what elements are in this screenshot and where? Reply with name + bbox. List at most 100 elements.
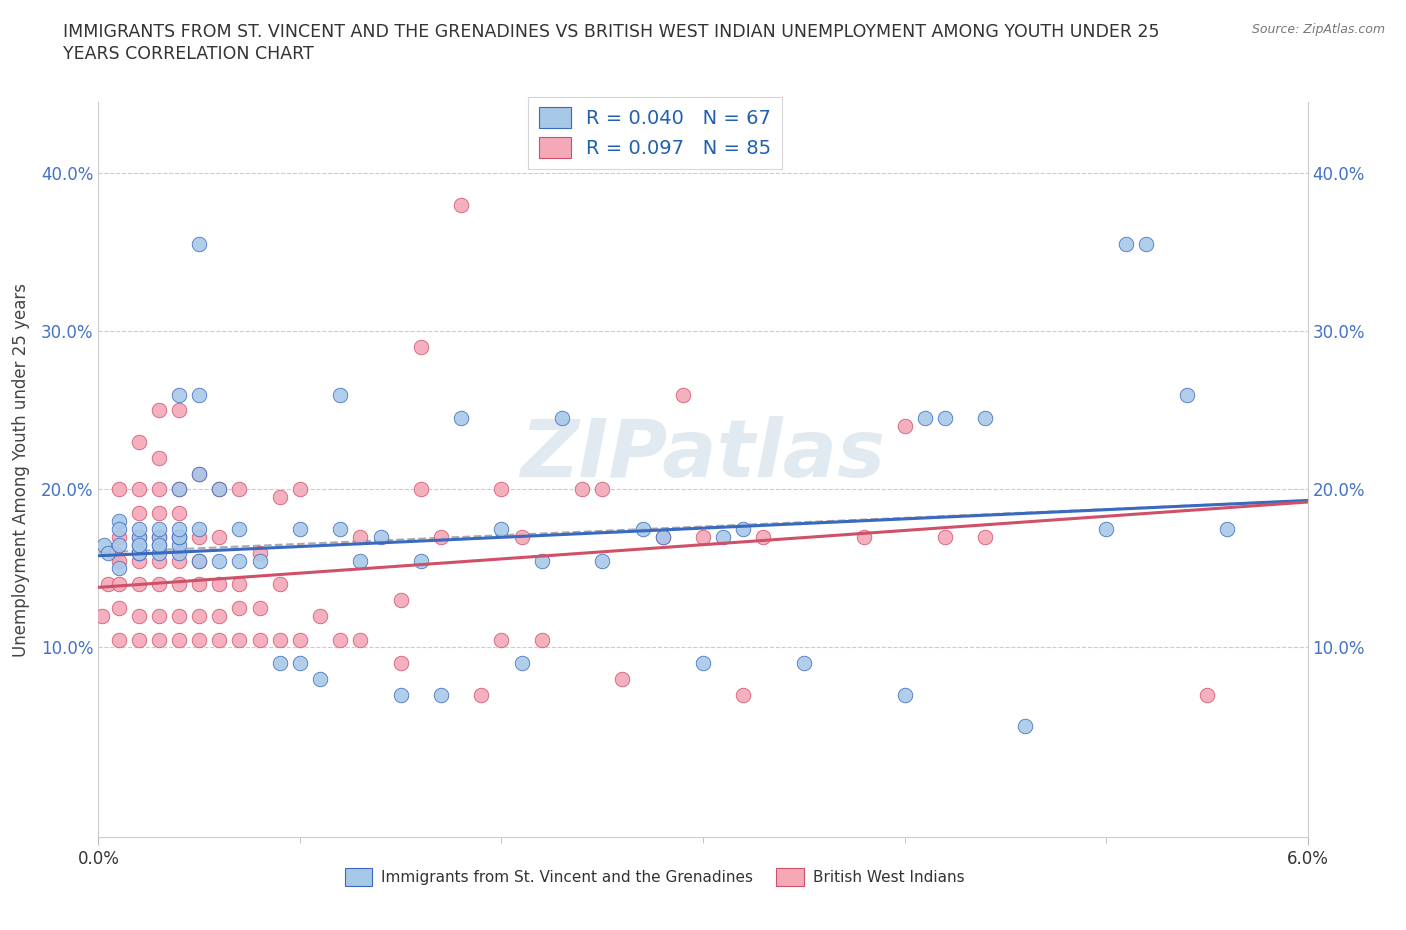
Point bbox=[249, 601, 271, 616]
Point bbox=[530, 553, 553, 568]
Point bbox=[934, 529, 956, 544]
Point bbox=[530, 632, 553, 647]
Point bbox=[167, 506, 190, 521]
Point bbox=[288, 632, 311, 647]
Point bbox=[167, 482, 190, 497]
Point bbox=[208, 608, 231, 623]
Point bbox=[309, 608, 332, 623]
Point bbox=[409, 339, 432, 354]
Point bbox=[148, 506, 170, 521]
Point bbox=[208, 577, 231, 591]
Point bbox=[551, 411, 574, 426]
Point bbox=[228, 632, 250, 647]
Text: Source: ZipAtlas.com: Source: ZipAtlas.com bbox=[1251, 23, 1385, 36]
Point bbox=[1216, 522, 1239, 537]
Point bbox=[974, 529, 997, 544]
Point bbox=[188, 608, 211, 623]
Point bbox=[148, 632, 170, 647]
Point bbox=[107, 632, 129, 647]
Point bbox=[188, 529, 211, 544]
Point bbox=[349, 553, 371, 568]
Point bbox=[288, 482, 311, 497]
Point bbox=[370, 529, 392, 544]
Point bbox=[188, 553, 211, 568]
Text: ZIPatlas: ZIPatlas bbox=[520, 416, 886, 494]
Point bbox=[470, 687, 492, 702]
Point bbox=[672, 387, 695, 402]
Point bbox=[893, 418, 915, 433]
Point bbox=[389, 687, 412, 702]
Point bbox=[1095, 522, 1118, 537]
Point bbox=[651, 529, 673, 544]
Point bbox=[450, 197, 472, 212]
Point bbox=[793, 656, 815, 671]
Point bbox=[228, 601, 250, 616]
Point bbox=[128, 529, 150, 544]
Point bbox=[409, 553, 432, 568]
Point bbox=[733, 687, 755, 702]
Point bbox=[167, 403, 190, 418]
Point bbox=[167, 522, 190, 537]
Point bbox=[128, 608, 150, 623]
Point bbox=[188, 553, 211, 568]
Point bbox=[107, 529, 129, 544]
Point bbox=[1014, 719, 1036, 734]
Point bbox=[491, 632, 513, 647]
Point bbox=[249, 632, 271, 647]
Point bbox=[1175, 387, 1198, 402]
Point bbox=[491, 522, 513, 537]
Point bbox=[91, 608, 114, 623]
Point bbox=[188, 522, 211, 537]
Point bbox=[591, 553, 613, 568]
Point bbox=[1115, 237, 1137, 252]
Point bbox=[571, 482, 593, 497]
Point bbox=[288, 656, 311, 671]
Point bbox=[329, 522, 352, 537]
Point bbox=[249, 545, 271, 560]
Point bbox=[208, 632, 231, 647]
Point bbox=[450, 411, 472, 426]
Point bbox=[148, 529, 170, 544]
Point bbox=[107, 577, 129, 591]
Point bbox=[148, 403, 170, 418]
Point bbox=[128, 538, 150, 552]
Point bbox=[128, 506, 150, 521]
Point bbox=[128, 482, 150, 497]
Point bbox=[1135, 237, 1157, 252]
Point bbox=[510, 656, 533, 671]
Point bbox=[148, 538, 170, 552]
Point bbox=[711, 529, 734, 544]
Point bbox=[148, 450, 170, 465]
Point bbox=[430, 529, 453, 544]
Point bbox=[107, 513, 129, 528]
Text: YEARS CORRELATION CHART: YEARS CORRELATION CHART bbox=[63, 45, 314, 62]
Point bbox=[128, 522, 150, 537]
Point bbox=[853, 529, 876, 544]
Point bbox=[914, 411, 936, 426]
Point bbox=[167, 632, 190, 647]
Point bbox=[934, 411, 956, 426]
Point bbox=[148, 522, 170, 537]
Point bbox=[167, 529, 190, 544]
Legend: Immigrants from St. Vincent and the Grenadines, British West Indians: Immigrants from St. Vincent and the Gren… bbox=[339, 862, 970, 892]
Point bbox=[228, 577, 250, 591]
Point bbox=[329, 387, 352, 402]
Point bbox=[128, 538, 150, 552]
Point bbox=[208, 553, 231, 568]
Point bbox=[631, 522, 654, 537]
Point bbox=[107, 482, 129, 497]
Point bbox=[107, 553, 129, 568]
Point bbox=[430, 687, 453, 702]
Point bbox=[612, 671, 634, 686]
Point bbox=[692, 656, 714, 671]
Point bbox=[228, 553, 250, 568]
Point bbox=[128, 529, 150, 544]
Point bbox=[974, 411, 997, 426]
Point bbox=[97, 545, 120, 560]
Point bbox=[692, 529, 714, 544]
Point bbox=[249, 553, 271, 568]
Point bbox=[893, 687, 915, 702]
Point bbox=[1195, 687, 1218, 702]
Point bbox=[188, 466, 211, 481]
Point bbox=[167, 482, 190, 497]
